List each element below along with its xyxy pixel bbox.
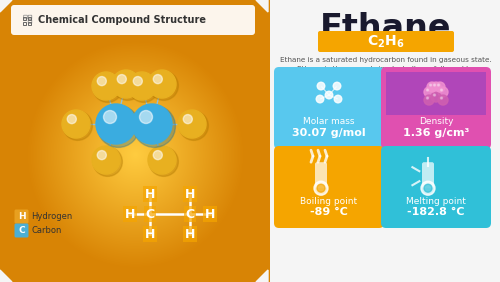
Ellipse shape <box>438 84 440 86</box>
Ellipse shape <box>67 114 76 124</box>
Ellipse shape <box>104 111 117 124</box>
Circle shape <box>333 82 341 90</box>
Ellipse shape <box>440 97 442 99</box>
Text: Density: Density <box>419 118 453 127</box>
Text: H: H <box>205 208 215 221</box>
Ellipse shape <box>153 151 162 160</box>
Text: methane.: methane. <box>369 75 403 81</box>
FancyBboxPatch shape <box>272 0 500 282</box>
Ellipse shape <box>183 114 192 124</box>
Ellipse shape <box>93 147 122 176</box>
Ellipse shape <box>434 94 436 96</box>
Ellipse shape <box>149 71 178 100</box>
FancyBboxPatch shape <box>14 210 28 224</box>
FancyBboxPatch shape <box>11 5 255 35</box>
Ellipse shape <box>440 89 442 91</box>
Ellipse shape <box>92 72 120 100</box>
FancyBboxPatch shape <box>318 31 454 52</box>
Text: Chemical Compound Structure: Chemical Compound Structure <box>38 15 206 25</box>
Ellipse shape <box>426 97 428 99</box>
Ellipse shape <box>112 70 140 98</box>
Text: Hydrogen: Hydrogen <box>31 212 72 221</box>
Ellipse shape <box>178 110 206 138</box>
Circle shape <box>435 82 445 92</box>
Text: H: H <box>145 188 155 201</box>
FancyBboxPatch shape <box>422 162 434 188</box>
Circle shape <box>424 184 432 192</box>
Text: H: H <box>185 188 195 201</box>
Text: -182.8 °C: -182.8 °C <box>407 207 465 217</box>
Ellipse shape <box>98 105 140 147</box>
Ellipse shape <box>93 73 122 102</box>
Text: C: C <box>18 226 25 235</box>
FancyBboxPatch shape <box>315 162 327 188</box>
Circle shape <box>438 87 448 97</box>
Ellipse shape <box>113 71 142 100</box>
Ellipse shape <box>63 111 92 140</box>
FancyBboxPatch shape <box>274 146 384 228</box>
Ellipse shape <box>148 146 176 174</box>
Circle shape <box>317 82 325 90</box>
Ellipse shape <box>129 73 158 102</box>
Text: H: H <box>185 228 195 241</box>
Ellipse shape <box>134 105 175 147</box>
Ellipse shape <box>92 146 120 174</box>
Ellipse shape <box>153 74 162 84</box>
Circle shape <box>334 95 342 103</box>
Text: -89 °C: -89 °C <box>310 207 348 217</box>
Text: H: H <box>18 212 25 221</box>
Polygon shape <box>256 270 268 282</box>
Circle shape <box>314 181 328 195</box>
Text: Melting point: Melting point <box>406 197 466 206</box>
Circle shape <box>424 95 434 105</box>
Text: 30.07 g/mol: 30.07 g/mol <box>292 128 366 138</box>
Ellipse shape <box>434 84 436 86</box>
FancyBboxPatch shape <box>381 67 491 149</box>
Ellipse shape <box>149 147 178 176</box>
Circle shape <box>431 92 441 102</box>
Ellipse shape <box>117 74 126 84</box>
Circle shape <box>424 87 434 97</box>
Ellipse shape <box>132 104 172 144</box>
Circle shape <box>317 184 325 192</box>
Text: Carbon: Carbon <box>31 226 62 235</box>
Ellipse shape <box>179 111 208 140</box>
Ellipse shape <box>133 76 142 86</box>
Circle shape <box>421 181 435 195</box>
Ellipse shape <box>97 151 106 160</box>
Text: H: H <box>125 208 135 221</box>
Ellipse shape <box>140 111 152 124</box>
Circle shape <box>427 82 437 92</box>
Text: C: C <box>146 208 154 221</box>
Circle shape <box>431 82 441 92</box>
Text: Boiling point: Boiling point <box>300 197 358 206</box>
Text: Ethane is a saturated hydrocarbon found in gaseous state.: Ethane is a saturated hydrocarbon found … <box>280 57 492 63</box>
Polygon shape <box>0 0 12 12</box>
Text: H: H <box>145 228 155 241</box>
Polygon shape <box>256 0 268 12</box>
Circle shape <box>438 95 448 105</box>
Ellipse shape <box>97 76 106 86</box>
Text: C: C <box>186 208 194 221</box>
Text: Ethane is the second simplest alkane followed by: Ethane is the second simplest alkane fol… <box>297 66 475 72</box>
Ellipse shape <box>430 84 432 86</box>
Text: $\mathregular{C_2H_6}$: $\mathregular{C_2H_6}$ <box>367 33 405 50</box>
Circle shape <box>325 91 333 99</box>
Text: Ethane: Ethane <box>320 12 452 45</box>
Text: 1.36 g/cm³: 1.36 g/cm³ <box>403 128 469 138</box>
FancyBboxPatch shape <box>274 67 384 149</box>
Ellipse shape <box>426 89 428 91</box>
Ellipse shape <box>148 70 176 98</box>
FancyBboxPatch shape <box>14 224 28 237</box>
Ellipse shape <box>62 110 90 138</box>
Text: Molar mass: Molar mass <box>303 118 355 127</box>
Ellipse shape <box>96 104 136 144</box>
FancyBboxPatch shape <box>381 146 491 228</box>
Ellipse shape <box>128 72 156 100</box>
FancyBboxPatch shape <box>386 72 486 115</box>
Polygon shape <box>0 270 12 282</box>
Circle shape <box>316 95 324 103</box>
